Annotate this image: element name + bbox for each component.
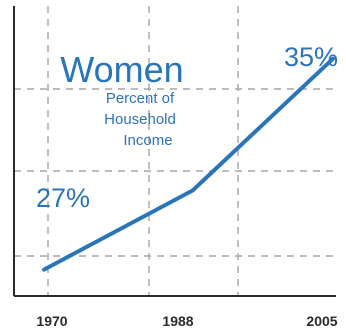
x-tick-label: 1970 xyxy=(36,313,67,329)
series-line xyxy=(42,56,335,272)
x-tick-label: 2005 xyxy=(306,313,337,329)
chart-subtitle-line: Income xyxy=(123,132,172,149)
chart-subtitle-line: Percent of xyxy=(106,90,175,107)
chart-title: Women Percent of Household Income xyxy=(60,49,183,149)
data-label-start: 27% xyxy=(36,183,90,213)
x-tick-labels: 1970 1988 2005 xyxy=(36,313,337,329)
x-tick-label: 1988 xyxy=(162,313,193,329)
chart-subtitle-line: Household xyxy=(104,111,176,128)
data-label-end: 35% xyxy=(284,42,338,72)
chart-title-main: Women xyxy=(60,49,183,90)
